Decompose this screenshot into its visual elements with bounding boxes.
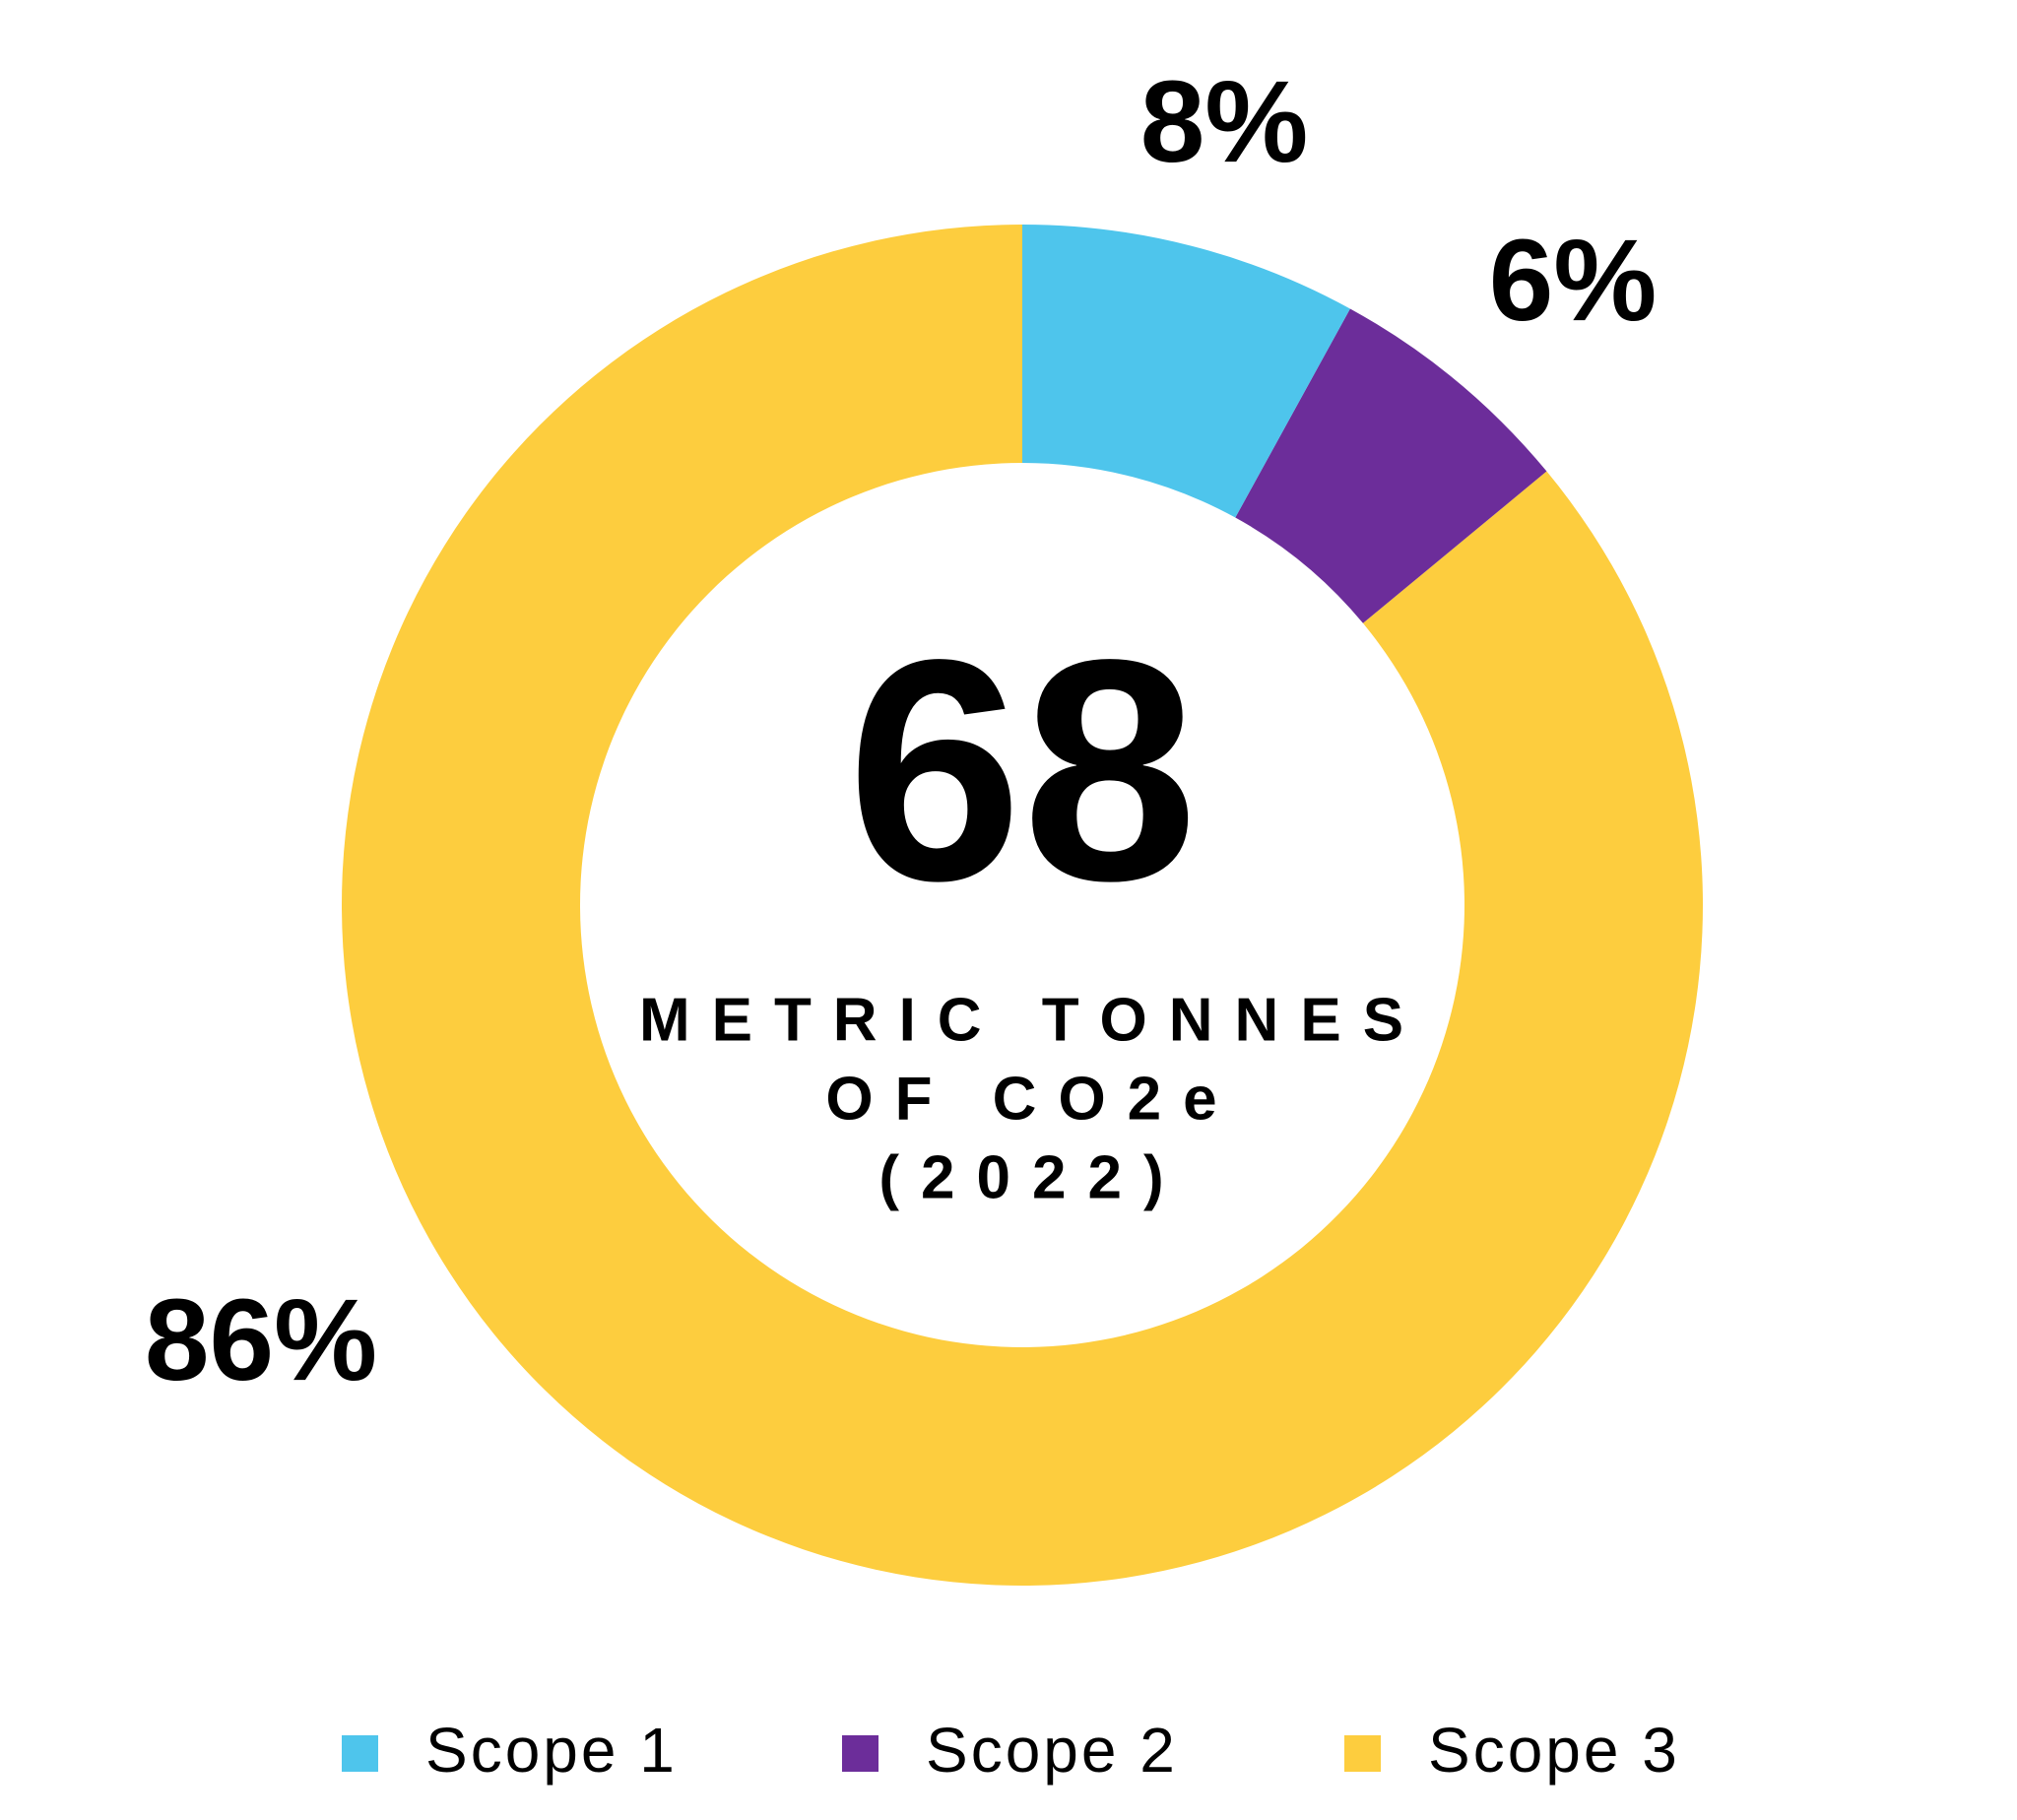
legend-label: Scope 2 — [926, 1715, 1178, 1786]
legend-label: Scope 3 — [1428, 1715, 1680, 1786]
center-label: (2022) — [878, 1143, 1185, 1211]
donut-slice — [1022, 225, 1350, 518]
data-label: 86% — [145, 1275, 377, 1405]
legend-label: Scope 1 — [425, 1715, 678, 1786]
legend-swatch — [342, 1735, 378, 1772]
data-label: 8% — [1140, 57, 1309, 187]
center-value: 68 — [847, 594, 1198, 946]
center-label: METRIC TONNES — [639, 986, 1425, 1054]
donut-slice — [1235, 308, 1547, 623]
data-label: 6% — [1489, 216, 1658, 346]
legend-swatch — [842, 1735, 878, 1772]
legend-swatch — [1344, 1735, 1381, 1772]
donut-slice — [342, 225, 1703, 1587]
center-label: OF CO2e — [825, 1065, 1238, 1133]
